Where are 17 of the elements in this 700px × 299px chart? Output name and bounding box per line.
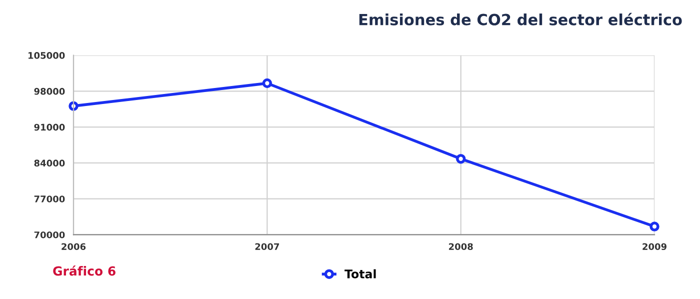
y-tick-label: 77000 [34,196,65,202]
point [650,222,660,232]
chart-title: Emisiones de CO2 del sector eléctrico [359,12,682,26]
x-tick-label: 2009 [642,243,666,250]
point [262,78,272,88]
y-tick-label: 105000 [28,52,65,59]
legend-label: Total [344,269,376,278]
y-tick-label: 98000 [34,88,65,95]
x-tick-label: 2007 [255,243,280,250]
x-tick-label: 2006 [62,243,86,250]
text: Gráfico 6 [53,266,116,276]
y-tick-label: 91000 [34,124,65,131]
y-tick-label: 70000 [34,231,65,238]
point [456,154,466,164]
x-tick-label: 2008 [448,243,473,250]
point [68,101,78,111]
y-tick-label: 84000 [34,160,65,167]
